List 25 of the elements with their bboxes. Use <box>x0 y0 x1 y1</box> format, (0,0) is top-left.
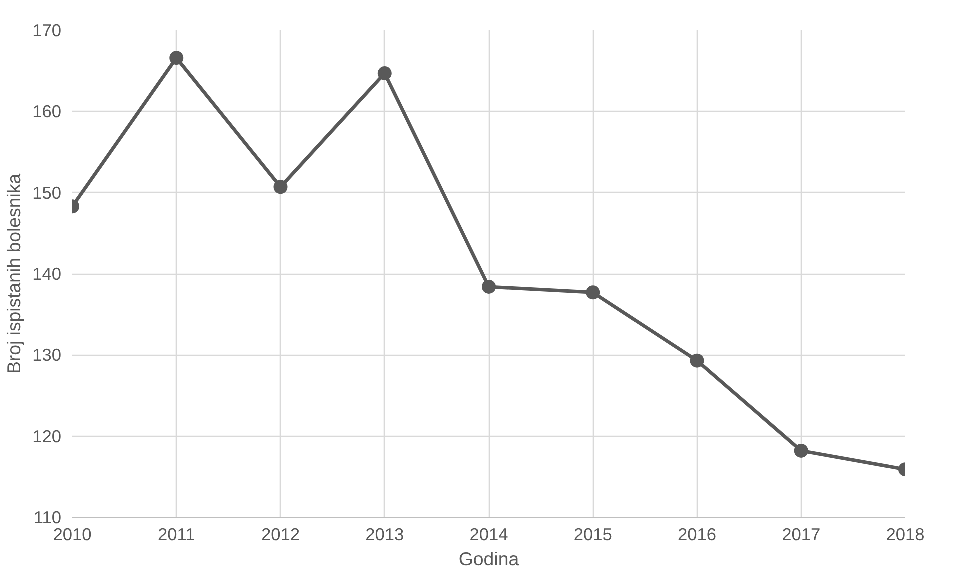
x-tick-label: 2013 <box>366 524 404 544</box>
y-axis-title: Broj ispistanih bolesnika <box>4 173 25 374</box>
point <box>482 280 496 294</box>
y-tick-label: 120 <box>32 426 62 446</box>
x-tick-label: 2010 <box>53 524 92 544</box>
x-tick-label: 2018 <box>886 524 925 544</box>
x-tick-label: 2011 <box>158 524 196 544</box>
x-tick-label: 2017 <box>782 524 821 544</box>
x-tick-label: 2016 <box>678 524 717 544</box>
point <box>586 286 600 300</box>
x-axis-title: Godina <box>458 548 520 570</box>
y-tick-label: 170 <box>32 20 62 40</box>
point <box>378 66 392 81</box>
x-tick-label: 2014 <box>470 524 509 544</box>
y-tick-label: 130 <box>32 345 62 366</box>
point <box>170 51 184 66</box>
y-tick-label: 150 <box>32 182 62 203</box>
x-tick-label: 2012 <box>261 524 300 544</box>
point <box>794 444 808 458</box>
y-tick-label: 160 <box>32 102 62 122</box>
y-tick-label: 140 <box>32 264 62 284</box>
x-tick-label: 2015 <box>574 524 612 544</box>
y-tick-label: 110 <box>34 508 62 528</box>
point <box>274 180 288 194</box>
point <box>690 354 704 368</box>
